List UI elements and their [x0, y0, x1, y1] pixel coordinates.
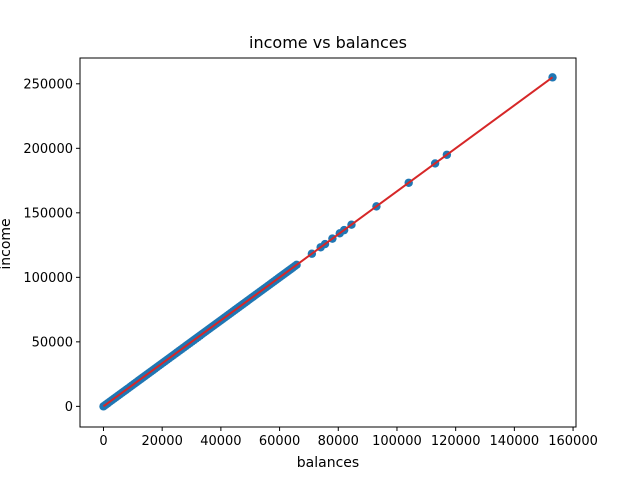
- y-tick-label: 100000: [23, 271, 73, 286]
- x-tick-label: 100000: [372, 434, 422, 449]
- x-tick-label: 40000: [200, 434, 241, 449]
- y-tick-label: 200000: [23, 142, 73, 157]
- x-tick-label: 60000: [259, 434, 300, 449]
- x-tick-label: 80000: [318, 434, 359, 449]
- x-axis-title: balances: [297, 455, 359, 471]
- chart-title: income vs balances: [249, 33, 407, 52]
- y-tick-label: 0: [65, 400, 73, 415]
- y-tick-label: 50000: [32, 335, 73, 350]
- x-tick-label: 20000: [141, 434, 182, 449]
- x-tick-label: 160000: [548, 434, 598, 449]
- y-tick-label: 150000: [23, 206, 73, 221]
- plot-frame: [79, 57, 577, 428]
- y-axis-title: income: [0, 218, 14, 269]
- x-tick-label: 140000: [490, 434, 540, 449]
- x-tick-label: 0: [99, 434, 107, 449]
- y-axis: 0 50000 100000 150000 200000 250000: [23, 77, 80, 415]
- x-tick-label: 120000: [431, 434, 481, 449]
- y-tick-label: 250000: [23, 77, 73, 92]
- x-axis: 0 20000 40000 60000 80000 100000 120000 140000 1…: [99, 427, 598, 449]
- plot-marks: [99, 73, 557, 411]
- fit-line: [102, 76, 554, 408]
